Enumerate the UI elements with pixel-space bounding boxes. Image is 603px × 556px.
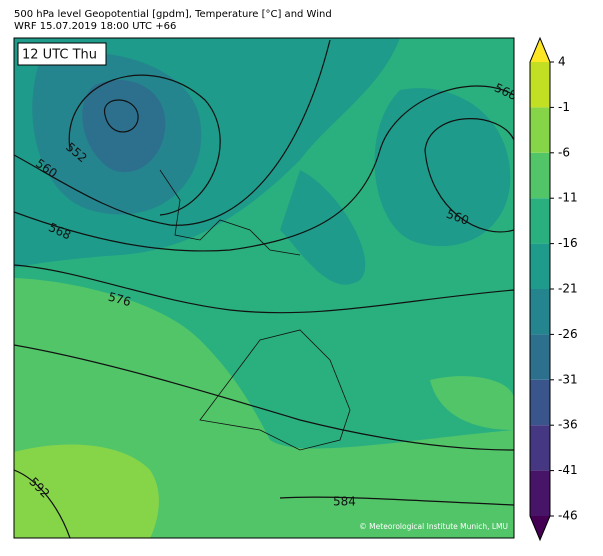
colorbar-segment: [530, 289, 550, 335]
contour-label: 576: [107, 290, 133, 309]
title: 500 hPa level Geopotential [gpdm], Tempe…: [14, 9, 332, 20]
colorbar-segment: [530, 243, 550, 289]
credit: © Meteorological Institute Munich, LMU: [359, 522, 508, 531]
colorbar-tick-label: -46: [558, 509, 578, 523]
colorbar-tick-label: -11: [558, 191, 578, 205]
colorbar-segment: [530, 470, 550, 516]
colorbar-tick-label: -21: [558, 282, 578, 296]
colorbar-tick-label: -31: [558, 372, 578, 386]
colorbar-tick-label: 4: [558, 55, 566, 69]
colorbar-tick-label: -36: [558, 418, 578, 432]
colorbar-tick-label: -16: [558, 236, 578, 250]
map-frame: [13, 37, 515, 539]
map: 12 UTC Thu 552 560 568 576 592 584 560 5…: [14, 38, 514, 538]
colorbar-under: [530, 516, 550, 540]
time-label: 12 UTC Thu: [22, 48, 97, 63]
colorbar-tick-label: -1: [558, 100, 570, 114]
colorbar-segment: [530, 62, 550, 108]
colorbar-segment: [530, 152, 550, 199]
colorbar-tick-label: -41: [558, 463, 578, 477]
colorbar-tick-label: -6: [558, 145, 570, 159]
colorbar: -46 -41 -36 -31 -26 -21 -16 -11 -6 -1 4: [529, 36, 578, 542]
colorbar-segment: [530, 107, 550, 153]
colorbar-over: [530, 38, 550, 62]
colorbar-segment: [530, 425, 550, 471]
contour-label: 584: [333, 495, 356, 509]
colorbar-segment: [530, 379, 550, 426]
colorbar-segment: [530, 334, 550, 380]
colorbar-tick-label: -26: [558, 327, 578, 341]
subtitle: WRF 15.07.2019 18:00 UTC +66: [14, 21, 176, 32]
colorbar-segment: [530, 198, 550, 244]
